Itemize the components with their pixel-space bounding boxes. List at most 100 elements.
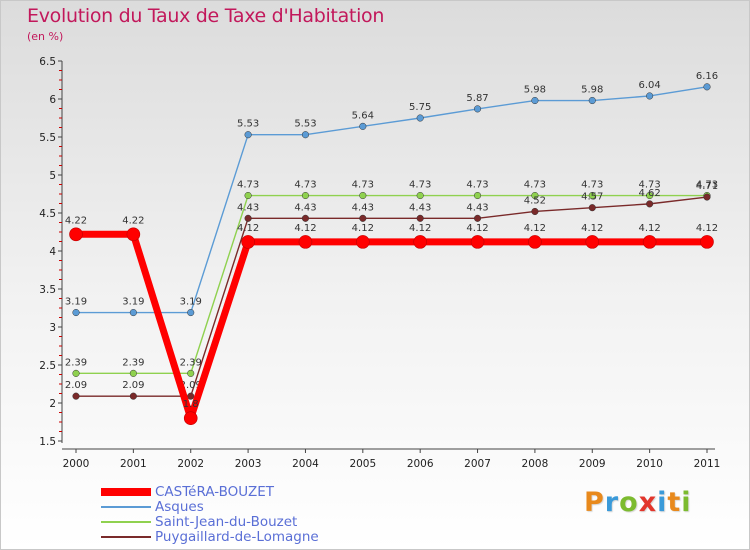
data-label: 4.57: [581, 192, 603, 203]
y-tick-label: 4.5: [39, 208, 56, 220]
x-tick-label: 2010: [636, 458, 663, 470]
data-point: [187, 309, 195, 317]
brand-letter: t: [667, 487, 682, 518]
data-point: [187, 369, 195, 377]
data-point: [531, 191, 539, 200]
data-point: [473, 191, 482, 200]
data-point: [244, 214, 252, 222]
data-point: [531, 207, 539, 216]
data-point: [585, 235, 600, 249]
data-label: 2.39: [122, 357, 144, 368]
legend-label: Puygaillard-de-Lomagne: [155, 529, 319, 545]
data-label: 4.73: [639, 180, 661, 191]
data-point: [301, 214, 310, 222]
data-point: [126, 227, 141, 242]
data-label: 4.12: [237, 223, 259, 234]
brand-letter: i: [681, 487, 692, 518]
chart-subtitle: (en %): [27, 30, 64, 43]
brand-letter: x: [638, 487, 658, 518]
data-label: 4.73: [294, 180, 316, 191]
data-label: 5.98: [524, 85, 546, 96]
y-tick-label: 1.5: [39, 436, 56, 448]
data-label: 3.19: [65, 297, 87, 308]
data-point: [69, 227, 83, 242]
data-label: 4.12: [466, 223, 488, 234]
series-line-3: [75, 196, 708, 397]
x-tick-label: 2004: [292, 458, 319, 470]
data-point: [413, 235, 427, 249]
chart-legend: CASTéRA-BOUZET Asques Saint-Jean-du-Bouzet…: [101, 484, 361, 545]
data-label: 2.39: [180, 357, 202, 368]
data-point: [241, 235, 255, 249]
data-point: [703, 83, 711, 91]
data-label: 4.52: [524, 195, 546, 206]
data-label: 4.43: [294, 202, 316, 213]
legend-item: Puygaillard-de-Lomagne: [101, 529, 361, 545]
data-label: 4.73: [524, 180, 546, 191]
data-point: [244, 131, 252, 139]
data-point: [470, 235, 485, 249]
data-label: 4.73: [466, 180, 488, 191]
brand-letter: P: [584, 487, 605, 518]
data-label: 5.53: [237, 119, 259, 130]
data-label: 3.19: [180, 297, 202, 308]
data-point: [588, 96, 596, 105]
chart-title: Evolution du Taux de Taxe d'Habitation: [27, 5, 385, 27]
data-label: 5.98: [581, 85, 603, 96]
data-label: 4.12: [409, 223, 431, 234]
data-point: [72, 392, 80, 400]
y-tick-label: 6: [49, 94, 56, 106]
data-point: [528, 235, 542, 249]
data-label: 4.73: [352, 180, 374, 191]
y-tick-label: 3.5: [39, 284, 56, 296]
data-label: 5.87: [466, 93, 488, 104]
data-label: 4.12: [294, 223, 316, 234]
data-point: [642, 235, 657, 249]
data-label: 4.12: [696, 223, 718, 234]
data-label: 2.39: [65, 357, 87, 368]
data-label: 4.43: [466, 202, 488, 213]
data-label: 4.43: [237, 202, 259, 213]
data-label: 4.43: [352, 202, 374, 213]
x-tick-label: 2007: [464, 458, 491, 470]
y-tick-label: 3: [49, 322, 56, 334]
y-tick-label: 6.5: [39, 56, 56, 68]
data-point: [359, 191, 367, 200]
legend-item: Asques: [101, 499, 361, 515]
data-point: [473, 105, 482, 113]
data-point: [244, 191, 252, 200]
data-point: [301, 191, 310, 200]
data-label: 5.75: [409, 102, 431, 113]
data-label: 6.16: [696, 71, 718, 82]
data-point: [129, 309, 137, 317]
data-point: [588, 191, 596, 200]
data-label: 5.64: [352, 110, 374, 121]
data-point: [588, 204, 596, 212]
data-point: [473, 214, 482, 222]
legend-item: CASTéRA-BOUZET: [101, 484, 361, 500]
legend-swatch: [101, 488, 151, 496]
data-label: 4.43: [409, 202, 431, 213]
data-point: [646, 200, 654, 208]
y-tick-label: 2: [49, 398, 56, 410]
data-point: [129, 369, 137, 377]
data-point: [531, 96, 539, 105]
legend-label: CASTéRA-BOUZET: [155, 484, 274, 500]
data-point: [183, 411, 198, 426]
y-tick-label: 2.5: [39, 360, 56, 372]
y-tick-label: 4: [49, 246, 56, 258]
data-label: 4.62: [639, 188, 661, 199]
x-tick-label: 2000: [63, 458, 90, 470]
data-label: 4.12: [639, 223, 661, 234]
data-point: [359, 214, 367, 222]
legend-swatch: [101, 506, 151, 508]
x-tick-label: 2011: [694, 458, 721, 470]
data-point: [703, 193, 711, 201]
series-line-0: [72, 230, 711, 422]
data-label: 6.04: [639, 80, 661, 91]
data-point: [416, 214, 424, 222]
data-label: 2.09: [65, 380, 87, 391]
data-point: [72, 309, 80, 317]
series-line-1: [75, 86, 708, 314]
